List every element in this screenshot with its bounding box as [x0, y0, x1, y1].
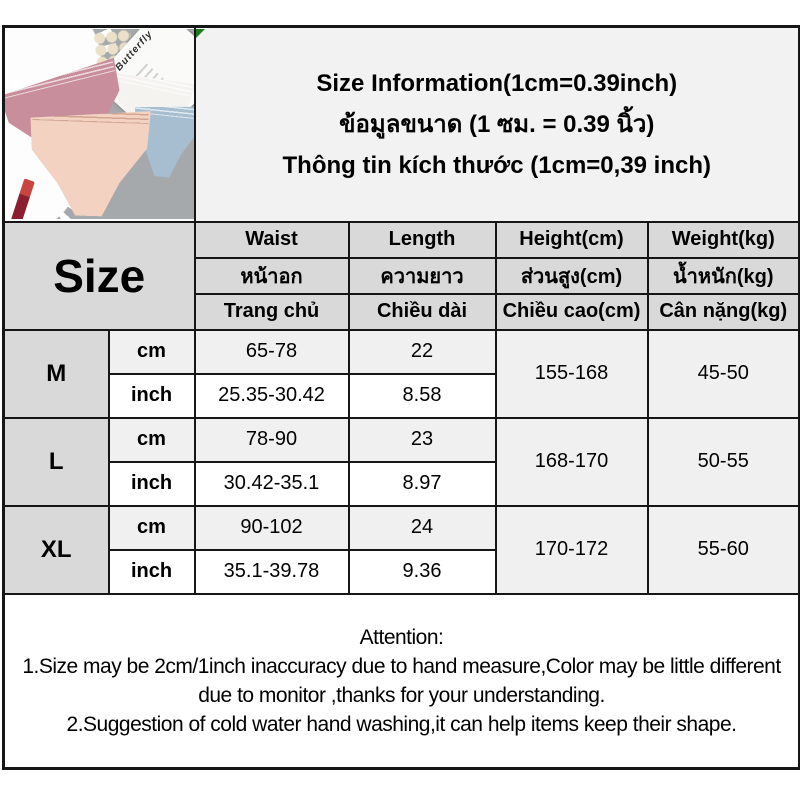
- value-xl-waist-cm: 90-102: [193, 504, 350, 551]
- attention-box: Attention: 1.Size may be 2cm/1inch inacc…: [2, 592, 800, 770]
- header-weight-vi: Cân nặng(kg): [646, 292, 800, 331]
- attention-line-2: 2.Suggestion of cold water hand washing,…: [66, 712, 737, 736]
- attention-heading: Attention:: [359, 625, 444, 649]
- unit-cell-inch: inch: [107, 372, 196, 419]
- value-l-waist-inch: 30.42-35.1: [193, 460, 350, 507]
- header-waist-vi: Trang chủ: [193, 292, 350, 331]
- size-table: Butterfly Size Information(1cm=0.39inch)…: [2, 25, 800, 770]
- value-xl-length-inch: 9.36: [347, 548, 497, 595]
- header-length-en: Length: [347, 220, 497, 259]
- header-waist-th: หน้าอก: [193, 256, 350, 295]
- title-line-vi: Thông tin kích thước (1cm=0,39 inch): [282, 151, 712, 179]
- value-xl-weight: 55-60: [646, 504, 800, 595]
- value-m-length-cm: 22: [347, 328, 497, 375]
- value-l-waist-cm: 78-90: [193, 416, 350, 463]
- product-photo: Butterfly: [5, 29, 193, 220]
- title-line-th: ข้อมูลขนาด (1 ซม. = 0.39 นิ้ว): [339, 110, 655, 138]
- unit-cell-inch: inch: [107, 460, 196, 507]
- title-cell: Size Information(1cm=0.39inch) ข้อมูลขนา…: [193, 25, 800, 223]
- value-l-weight: 50-55: [646, 416, 800, 507]
- value-l-length-cm: 23: [347, 416, 497, 463]
- unit-cell-cm: cm: [107, 416, 196, 463]
- header-length-th: ความยาว: [347, 256, 497, 295]
- product-photo-cell: Butterfly: [2, 25, 196, 223]
- size-column-label: Size: [2, 220, 196, 331]
- value-m-weight: 45-50: [646, 328, 800, 419]
- size-cell-m: M: [2, 328, 110, 419]
- value-xl-length-cm: 24: [347, 504, 497, 551]
- unit-cell-cm: cm: [107, 504, 196, 551]
- header-height-th: ส่วนสูง(cm): [494, 256, 649, 295]
- value-l-height: 168-170: [494, 416, 649, 507]
- size-cell-l: L: [2, 416, 110, 507]
- attention-line-1: 1.Size may be 2cm/1inch inaccuracy due t…: [22, 654, 781, 707]
- unit-cell-cm: cm: [107, 328, 196, 375]
- value-m-height: 155-168: [494, 328, 649, 419]
- cell-corner-marker: [196, 29, 205, 39]
- value-m-waist-inch: 25.35-30.42: [193, 372, 350, 419]
- value-xl-waist-inch: 35.1-39.78: [193, 548, 350, 595]
- title-line-en: Size Information(1cm=0.39inch): [316, 69, 678, 97]
- value-l-length-inch: 8.97: [347, 460, 497, 507]
- unit-cell-inch: inch: [107, 548, 196, 595]
- value-m-waist-cm: 65-78: [193, 328, 350, 375]
- header-length-vi: Chiều dài: [347, 292, 497, 331]
- header-weight-th: น้ำหนัก(kg): [646, 256, 800, 295]
- header-height-vi: Chiều cao(cm): [494, 292, 649, 331]
- value-m-length-inch: 8.58: [347, 372, 497, 419]
- header-height-en: Height(cm): [494, 220, 649, 259]
- value-xl-height: 170-172: [494, 504, 649, 595]
- header-waist-en: Waist: [193, 220, 350, 259]
- header-weight-en: Weight(kg): [646, 220, 800, 259]
- size-cell-xl: XL: [2, 504, 110, 595]
